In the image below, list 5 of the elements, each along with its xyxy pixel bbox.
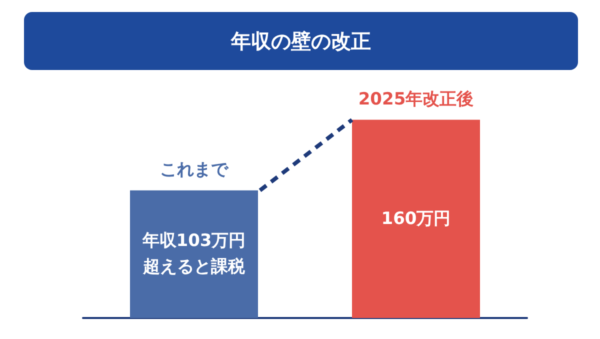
data-label: 年収103万円超えると課税 — [141, 231, 246, 278]
x-tick-label: これまで — [160, 160, 229, 180]
x-tick-label: 2025年改正後 — [358, 89, 474, 110]
chart-title: 年収の壁の改正 — [24, 12, 578, 70]
data-label: 160万円 — [381, 208, 451, 229]
